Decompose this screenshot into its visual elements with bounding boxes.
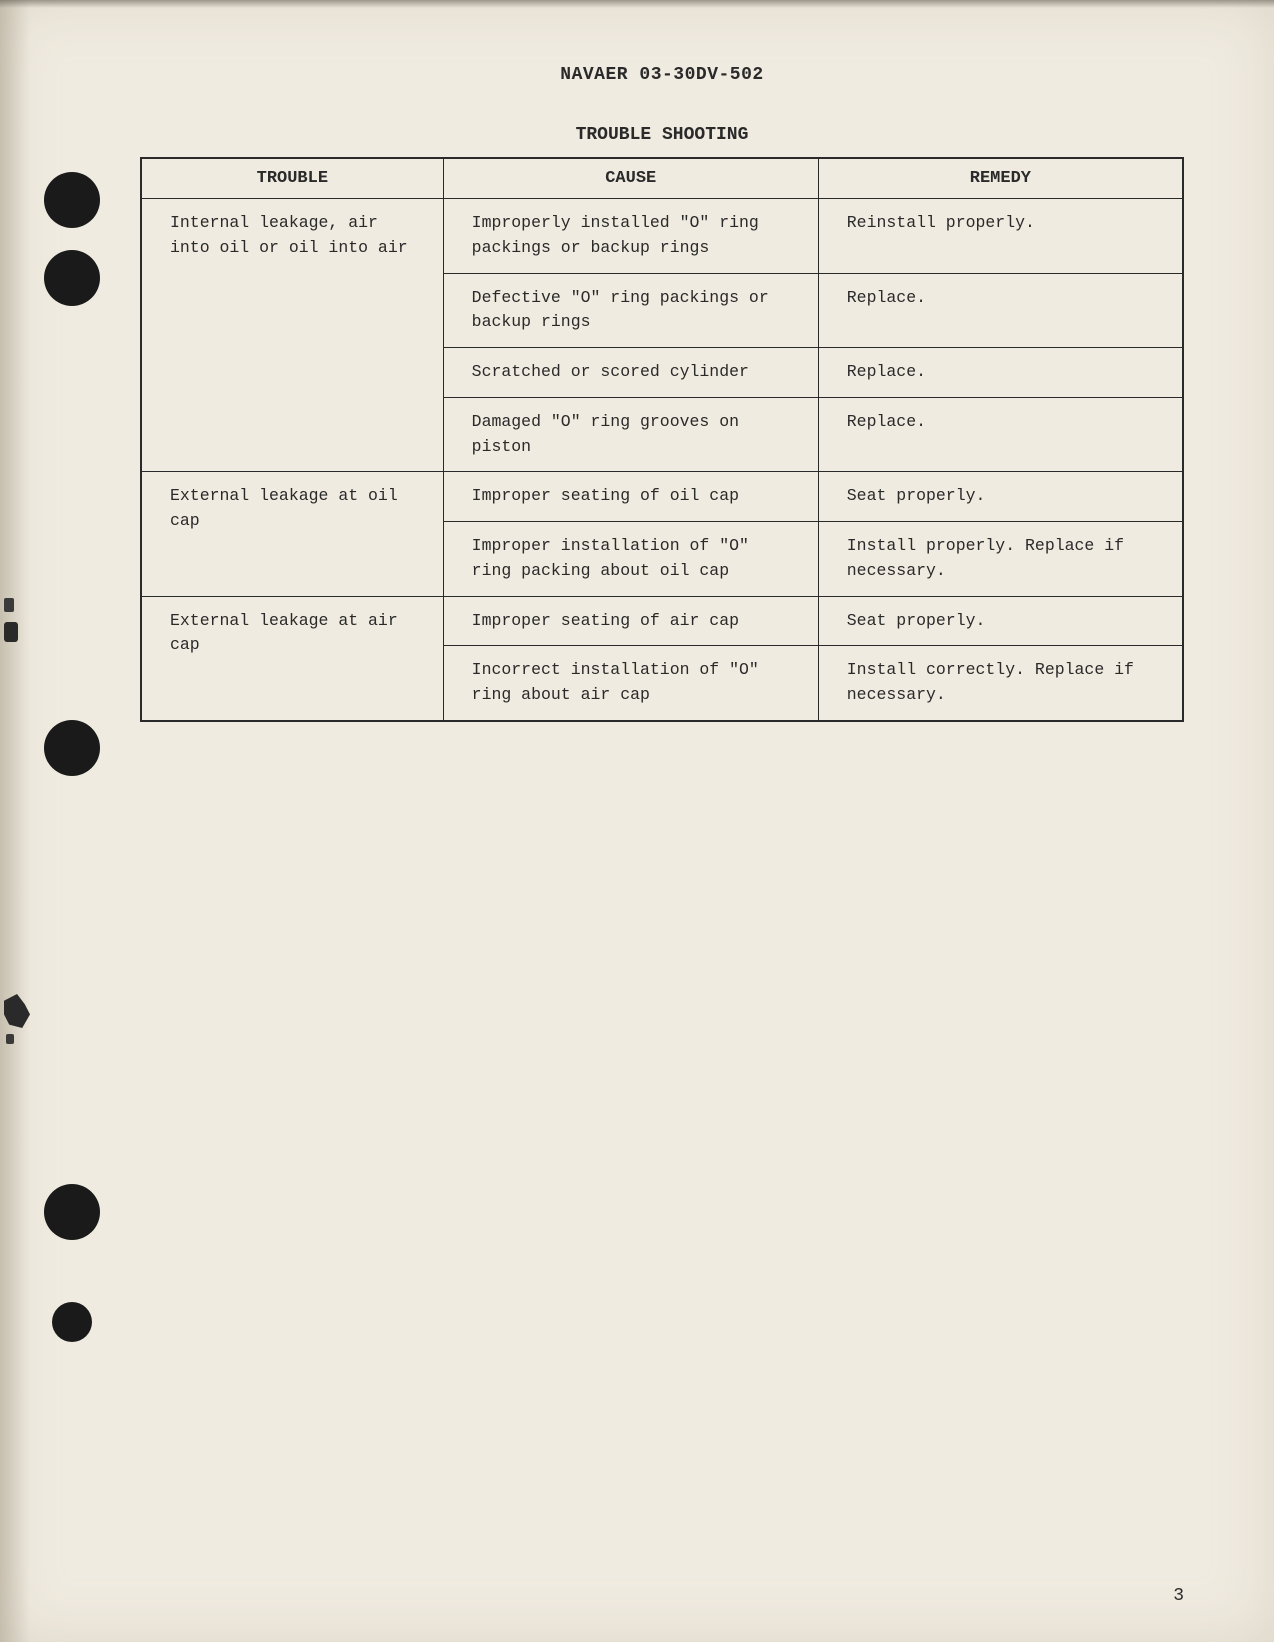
table-body: Internal leakage, air into oil or oil in…: [141, 199, 1183, 721]
scan-shadow-left: [0, 0, 30, 1642]
cell-remedy: Reinstall properly.: [818, 199, 1183, 274]
cell-cause: Improper seating of air cap: [443, 596, 818, 646]
cell-remedy: Replace.: [818, 397, 1183, 472]
scan-artifact: [6, 1034, 14, 1044]
document-page: NAVAER 03-30DV-502 TROUBLE SHOOTING TROU…: [0, 0, 1274, 1642]
table-row: External leakage at oil cap Improper sea…: [141, 472, 1183, 522]
punch-hole: [44, 172, 100, 228]
cell-remedy: Replace.: [818, 348, 1183, 398]
cell-remedy: Install correctly. Replace if necessary.: [818, 646, 1183, 721]
cell-cause: Scratched or scored cylinder: [443, 348, 818, 398]
column-header-cause: CAUSE: [443, 158, 818, 199]
column-header-trouble: TROUBLE: [141, 158, 443, 199]
scan-artifact: [4, 598, 14, 612]
page-number: 3: [1173, 1586, 1184, 1606]
cell-cause: Damaged "O" ring grooves on piston: [443, 397, 818, 472]
punch-hole: [44, 250, 100, 306]
troubleshooting-table: TROUBLE CAUSE REMEDY Internal leakage, a…: [140, 157, 1184, 722]
section-title: TROUBLE SHOOTING: [140, 125, 1184, 145]
document-header: NAVAER 03-30DV-502: [140, 65, 1184, 85]
cell-trouble: External leakage at oil cap: [141, 472, 443, 596]
cell-trouble: Internal leakage, air into oil or oil in…: [141, 199, 443, 472]
punch-hole: [44, 1184, 100, 1240]
document-id: NAVAER 03-30DV-502: [560, 65, 763, 85]
cell-cause: Improper seating of oil cap: [443, 472, 818, 522]
table-row: Internal leakage, air into oil or oil in…: [141, 199, 1183, 274]
punch-hole: [44, 720, 100, 776]
cell-remedy: Replace.: [818, 273, 1183, 348]
cell-cause: Improper installation of "O" ring packin…: [443, 522, 818, 597]
cell-cause: Improperly installed "O" ring packings o…: [443, 199, 818, 274]
scan-shadow-top: [0, 0, 1274, 8]
cell-remedy: Seat properly.: [818, 472, 1183, 522]
cell-cause: Incorrect installation of "O" ring about…: [443, 646, 818, 721]
scan-artifact: [4, 622, 18, 642]
table-header-row: TROUBLE CAUSE REMEDY: [141, 158, 1183, 199]
table-row: External leakage at air cap Improper sea…: [141, 596, 1183, 646]
column-header-remedy: REMEDY: [818, 158, 1183, 199]
cell-cause: Defective "O" ring packings or backup ri…: [443, 273, 818, 348]
cell-remedy: Seat properly.: [818, 596, 1183, 646]
punch-hole: [52, 1302, 92, 1342]
cell-trouble: External leakage at air cap: [141, 596, 443, 721]
cell-remedy: Install properly. Replace if necessary.: [818, 522, 1183, 597]
